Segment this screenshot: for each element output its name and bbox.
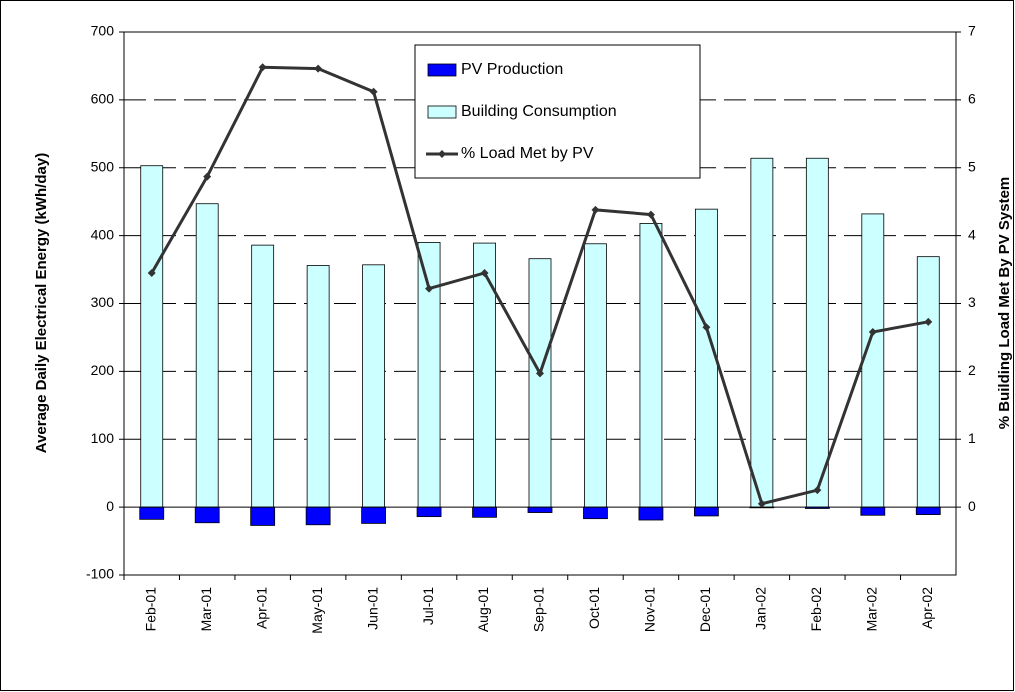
x-tick-label: Sep-01 xyxy=(531,587,547,632)
bar xyxy=(306,265,330,508)
legend-marker xyxy=(438,150,446,158)
legend-label: % Load Met by PV xyxy=(461,145,594,162)
bar xyxy=(528,258,552,508)
y-tick-label: 500 xyxy=(91,158,115,174)
bar xyxy=(805,157,829,508)
bar xyxy=(416,506,442,518)
y-tick-label: 400 xyxy=(91,226,115,242)
y2-tick-label: 0 xyxy=(968,498,976,514)
bar xyxy=(695,208,718,508)
bar xyxy=(583,506,608,520)
x-tick-label: Apr-01 xyxy=(253,587,269,629)
marker xyxy=(314,64,323,73)
bar xyxy=(361,506,387,524)
legend-label: Building Consumption xyxy=(461,103,617,120)
bar xyxy=(194,506,220,524)
x-tick-label: Mar-01 xyxy=(198,587,214,632)
bar xyxy=(527,506,553,513)
y2-tick-label: 3 xyxy=(968,294,976,310)
x-tick-label: Oct-01 xyxy=(586,587,602,629)
bar xyxy=(417,242,441,508)
y-tick-label: 600 xyxy=(91,91,115,107)
y-tick-label: 0 xyxy=(106,498,114,514)
bar xyxy=(472,506,497,518)
bar xyxy=(305,506,331,526)
bar xyxy=(473,242,496,508)
plot-border xyxy=(123,31,957,576)
marker xyxy=(480,268,489,277)
marker xyxy=(536,369,544,378)
y-tick-label: 200 xyxy=(91,362,115,378)
bar xyxy=(250,506,276,526)
marker xyxy=(425,284,434,293)
y2-tick-label: 7 xyxy=(968,23,976,39)
marker xyxy=(868,328,877,337)
y2-tick-label: 5 xyxy=(968,158,976,174)
bar xyxy=(139,506,165,520)
legend-label: PV Production xyxy=(461,61,563,78)
x-tick-label: Feb-02 xyxy=(808,587,824,632)
x-tick-label: Feb-01 xyxy=(142,587,158,632)
bar xyxy=(860,506,886,516)
x-tick-label: Apr-02 xyxy=(919,587,935,629)
y2-tick-label: 2 xyxy=(968,362,976,378)
marker xyxy=(258,63,267,72)
x-tick-label: Mar-02 xyxy=(864,587,880,632)
bar xyxy=(915,506,941,515)
marker xyxy=(203,172,212,181)
marker xyxy=(147,268,156,277)
bar xyxy=(639,223,663,508)
y2-axis-label: % Building Load Met By PV System xyxy=(996,177,1013,430)
y-tick-label: 700 xyxy=(91,23,115,39)
y-tick-label: 100 xyxy=(91,430,115,446)
bar xyxy=(195,203,219,508)
marker xyxy=(646,210,655,219)
x-tick-label: May-01 xyxy=(309,587,325,634)
marker xyxy=(924,317,933,326)
marker xyxy=(702,323,711,332)
marker xyxy=(369,87,378,96)
y-tick-label: 300 xyxy=(91,294,115,310)
marker xyxy=(591,205,600,214)
y2-tick-label: 4 xyxy=(968,226,976,242)
y-axis-label: Average Daily Electrical Energy (kWh/day… xyxy=(33,153,50,453)
legend xyxy=(414,44,701,179)
bar xyxy=(694,506,719,517)
x-tick-label: Jun-01 xyxy=(364,587,380,630)
bar xyxy=(916,256,940,508)
bar xyxy=(140,165,164,508)
bar xyxy=(638,506,664,521)
bar xyxy=(362,264,386,508)
y2-tick-label: 1 xyxy=(968,430,976,446)
bar xyxy=(584,243,607,508)
marker xyxy=(813,486,822,495)
x-tick-label: Jul-01 xyxy=(420,587,436,625)
y-tick-label: -100 xyxy=(86,566,114,582)
legend-swatch xyxy=(427,63,457,77)
marker xyxy=(757,499,766,508)
bar xyxy=(251,244,275,508)
x-tick-label: Jan-02 xyxy=(753,587,769,630)
y2-tick-label: 6 xyxy=(968,91,976,107)
bar xyxy=(750,157,774,508)
bar xyxy=(861,213,885,508)
legend-swatch xyxy=(427,105,457,119)
x-tick-label: Dec-01 xyxy=(697,587,713,632)
x-tick-label: Aug-01 xyxy=(475,587,491,632)
x-tick-label: Nov-01 xyxy=(642,587,658,632)
